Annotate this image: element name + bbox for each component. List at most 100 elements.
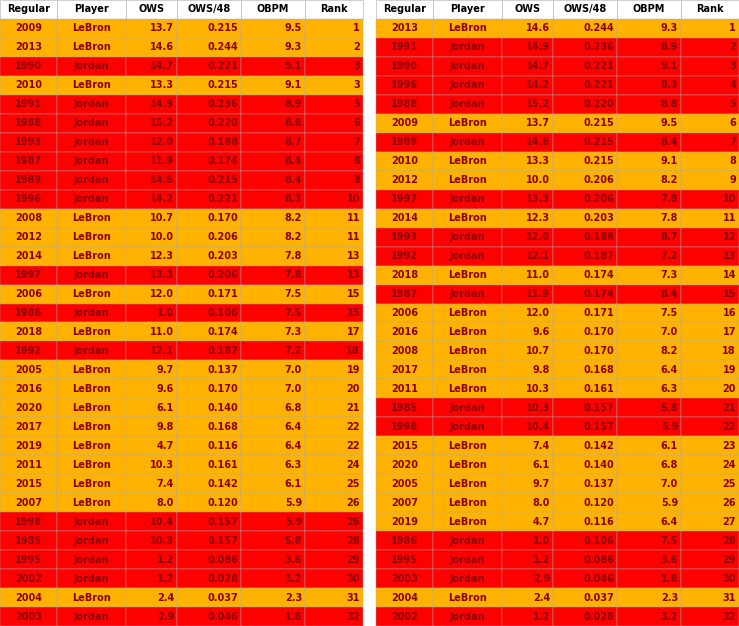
Bar — [553, 76, 617, 95]
Text: 0.086: 0.086 — [207, 555, 238, 565]
Text: 0.221: 0.221 — [207, 194, 238, 204]
Bar — [126, 569, 177, 588]
Bar — [305, 493, 363, 512]
Bar — [376, 285, 433, 304]
Text: 28: 28 — [723, 536, 736, 546]
Bar — [305, 304, 363, 322]
Text: 15.2: 15.2 — [150, 118, 174, 128]
Text: 5.9: 5.9 — [285, 498, 302, 508]
Text: 6.4: 6.4 — [285, 441, 302, 451]
Bar — [126, 341, 177, 361]
Text: 32: 32 — [723, 612, 736, 622]
Text: 8.8: 8.8 — [661, 100, 678, 110]
Bar — [126, 57, 177, 76]
Text: 7.5: 7.5 — [661, 308, 678, 318]
Text: 0.220: 0.220 — [207, 118, 238, 128]
Bar — [305, 171, 363, 190]
Bar — [177, 228, 241, 247]
Bar — [126, 0, 177, 19]
Bar — [502, 550, 553, 569]
Text: 3: 3 — [353, 80, 360, 90]
Text: 8: 8 — [353, 156, 360, 167]
Text: 14.2: 14.2 — [150, 194, 174, 204]
Bar — [502, 379, 553, 398]
Text: 2002: 2002 — [15, 573, 42, 583]
Bar — [376, 38, 433, 57]
Text: 11.0: 11.0 — [526, 270, 550, 280]
Bar — [553, 0, 617, 19]
Bar — [126, 151, 177, 171]
Text: 2004: 2004 — [15, 593, 42, 603]
Bar — [57, 190, 126, 208]
Bar — [433, 190, 502, 208]
Bar — [433, 398, 502, 418]
Text: 8: 8 — [353, 175, 360, 185]
Text: 14.2: 14.2 — [526, 80, 550, 90]
Bar — [177, 285, 241, 304]
Bar — [177, 398, 241, 418]
Text: 2013: 2013 — [391, 23, 418, 33]
Text: 1995: 1995 — [391, 555, 418, 565]
Bar — [0, 569, 57, 588]
Bar — [57, 285, 126, 304]
Text: 8.9: 8.9 — [285, 100, 302, 110]
Bar — [376, 361, 433, 379]
Bar — [305, 151, 363, 171]
Text: Jordan: Jordan — [74, 346, 109, 356]
Bar — [681, 436, 739, 455]
Bar — [57, 475, 126, 493]
Text: 5.9: 5.9 — [285, 516, 302, 526]
Text: 1.8: 1.8 — [661, 573, 678, 583]
Text: LeBron: LeBron — [448, 156, 487, 167]
Text: Jordan: Jordan — [450, 573, 486, 583]
Text: 8.3: 8.3 — [285, 194, 302, 204]
Text: 0.046: 0.046 — [207, 612, 238, 622]
Bar — [305, 361, 363, 379]
Bar — [502, 285, 553, 304]
Text: 6.4: 6.4 — [661, 365, 678, 375]
Bar — [57, 379, 126, 398]
Bar — [376, 76, 433, 95]
Text: 13.3: 13.3 — [150, 270, 174, 280]
Text: 28: 28 — [347, 536, 360, 546]
Text: Jordan: Jordan — [450, 536, 486, 546]
Text: 14.7: 14.7 — [526, 61, 550, 71]
Bar — [177, 475, 241, 493]
Bar — [177, 588, 241, 607]
Bar — [241, 341, 305, 361]
Bar — [376, 265, 433, 285]
Text: 12: 12 — [723, 232, 736, 242]
Bar — [241, 57, 305, 76]
Text: 0.236: 0.236 — [583, 43, 614, 53]
Text: 0.215: 0.215 — [583, 156, 614, 167]
Bar — [502, 322, 553, 341]
Bar — [376, 588, 433, 607]
Bar — [617, 57, 681, 76]
Bar — [0, 436, 57, 455]
Text: Jordan: Jordan — [450, 43, 486, 53]
Bar — [681, 304, 739, 322]
Bar — [126, 607, 177, 626]
Bar — [553, 285, 617, 304]
Text: 0.215: 0.215 — [207, 80, 238, 90]
Bar — [57, 398, 126, 418]
Text: 1993: 1993 — [15, 137, 42, 147]
Text: 2020: 2020 — [391, 459, 418, 470]
Text: 14.6: 14.6 — [150, 43, 174, 53]
Text: 7.8: 7.8 — [661, 194, 678, 204]
Text: 7.5: 7.5 — [285, 289, 302, 299]
Bar — [305, 398, 363, 418]
Text: OWS: OWS — [138, 4, 165, 14]
Text: 11: 11 — [723, 213, 736, 223]
Bar — [177, 57, 241, 76]
Text: Jordan: Jordan — [74, 175, 109, 185]
Text: Regular: Regular — [7, 4, 50, 14]
Text: 1998: 1998 — [15, 516, 42, 526]
Text: 14: 14 — [723, 270, 736, 280]
Text: 9.1: 9.1 — [661, 61, 678, 71]
Text: Jordan: Jordan — [74, 516, 109, 526]
Text: 2015: 2015 — [391, 441, 418, 451]
Bar — [376, 190, 433, 208]
Text: 0.170: 0.170 — [207, 384, 238, 394]
Bar — [0, 208, 57, 228]
